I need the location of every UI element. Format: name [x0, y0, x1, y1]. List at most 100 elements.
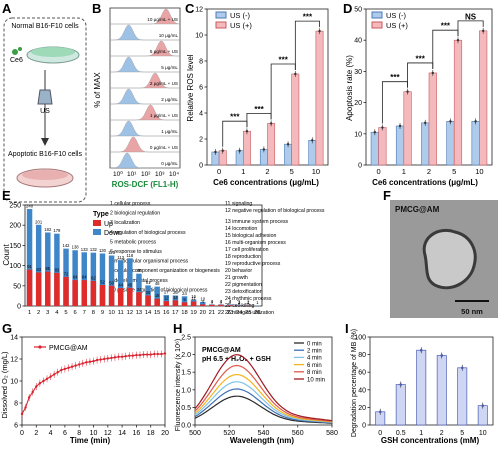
b-histogram-9: [110, 152, 180, 169]
e-down-label-20: 4: [211, 299, 214, 304]
h-legend-label-2: 4 min: [307, 356, 322, 362]
legend-us-plus-swatch: [215, 21, 227, 29]
g-point-22: [99, 358, 102, 361]
e-frame: [24, 204, 263, 307]
e-bar-down-5: [72, 250, 78, 306]
h-legend-label-5: 10 min: [307, 377, 325, 383]
e-category-name-14: 14 locomotion: [225, 226, 257, 232]
e-down-label-6: 133: [81, 247, 89, 252]
e-xtick-24: 25: [245, 310, 251, 316]
g-point-7: [45, 377, 49, 380]
b-series-label-9: 0 μg/mL: [161, 161, 178, 166]
e-up-label-22: 2: [229, 300, 232, 305]
g-point-5: [38, 382, 42, 385]
e-bar-up-5: [72, 280, 78, 306]
b-histogram-3: [110, 56, 180, 73]
panel-b: B 10 μg/mL + US 10 μg/mL 5 μg/mL + US 5 μg/…: [92, 1, 181, 189]
panel-e: E Count Type Up Down 1 cellular process 2…: [2, 188, 325, 316]
c-xtick-0: 0: [217, 167, 221, 176]
i-point-4: [460, 366, 464, 370]
e-xtick-13: 14: [145, 310, 152, 316]
e-category-name-6: 6 response to stimulus: [110, 249, 162, 255]
d-bar-1-4: [479, 30, 488, 166]
i-bar-4: [457, 367, 468, 426]
e-bar-down-12: [136, 273, 142, 306]
c-sig-2: ***: [279, 56, 289, 65]
h-ytick-0: 0.0: [181, 423, 191, 430]
e-xtick-4: 5: [64, 310, 67, 316]
panel-d-label: D: [343, 1, 352, 16]
panel-g-legend: PMCG@AM: [49, 345, 88, 352]
d-bar-0-1: [395, 125, 405, 166]
h-xtick-4: 580: [326, 430, 338, 437]
e-xtick-14: 15: [154, 310, 160, 316]
panel-b-histograms: 10 μg/mL + US 10 μg/mL 5 μg/mL + US 5 μg/mL…: [110, 8, 181, 169]
e-bar-down-11: [127, 258, 133, 306]
b-xtick-2: 10²: [141, 171, 151, 178]
g-xtick-5: 10: [90, 430, 98, 437]
e-bar-down-3: [54, 233, 60, 306]
d-xtick-3: 5: [452, 167, 456, 176]
h-ytick-4: 2.0: [181, 352, 191, 359]
panel-b-ylabel: % of MAX: [93, 72, 102, 108]
d-sig-2: ***: [441, 22, 451, 31]
d-bar-0-4: [471, 121, 480, 166]
c-ytick-0: 0: [199, 163, 203, 170]
g-xtick-9: 18: [147, 430, 155, 437]
i-point-3: [440, 354, 444, 357]
i-ytick-4: 80: [358, 352, 366, 359]
dish-top-cells: [31, 47, 75, 57]
panel-c-legend: US (-) US (+): [215, 11, 252, 30]
g-point-28: [120, 355, 124, 358]
g-point-34: [142, 353, 145, 356]
e-down-label-0: 240: [26, 204, 34, 209]
i-ytick-2: 40: [358, 387, 366, 394]
c-ytick-4: 8: [199, 59, 203, 66]
e-xtick-6: 7: [83, 310, 86, 316]
e-up-label-17: 9: [183, 297, 186, 302]
e-bar-up-14: [154, 298, 160, 306]
e-down-label-2: 182: [44, 227, 52, 232]
g-point-36: [149, 353, 152, 356]
i-ytick-1: 20: [358, 405, 366, 412]
g-ytick-2: 10: [10, 379, 18, 386]
e-bar-down-7: [90, 252, 97, 306]
e-category-name-2: 2 biological regulation: [110, 211, 160, 217]
c-bar-1-4: [315, 30, 324, 166]
h-ytick-5: 2.5: [181, 335, 191, 342]
panel-e-legend-title: Type: [93, 211, 109, 218]
i-bar-1: [395, 384, 406, 426]
g-point-3: [31, 390, 34, 394]
e-up-label-5: 64: [73, 275, 78, 280]
b-series-label-1: 10 μg/mL: [159, 33, 179, 38]
h-legend-label-4: 8 min: [307, 370, 322, 376]
d-xtick-0: 0: [377, 167, 381, 176]
panel-f: F PMCG@AM 50 nm: [383, 188, 498, 318]
i-xtick-4: 5: [460, 430, 464, 437]
i-ytick-0: 0: [362, 423, 366, 430]
c-xtick-3: 5: [290, 167, 294, 176]
d-bar-1-2: [428, 72, 437, 166]
e-bar-down-19: [200, 301, 206, 306]
e-ytick-5: 250: [9, 203, 21, 210]
g-xtick-0: 0: [20, 430, 24, 437]
panel-d-legend: US (-) US (+): [371, 11, 408, 30]
e-bar-up-0: [26, 269, 33, 306]
g-point-18: [85, 361, 88, 364]
d-bar-0-2: [421, 122, 430, 166]
b-series-label-5: 2 μg/mL: [161, 97, 178, 102]
e-bar-up-15: [163, 301, 170, 306]
panel-h-label: H: [173, 321, 182, 336]
e-bar-up-7: [90, 280, 97, 306]
d-ytick-0: 0: [358, 163, 362, 170]
e-down-label-25: 1: [256, 300, 259, 305]
e-bar-up-12: [136, 292, 142, 306]
g-point-2: [27, 396, 31, 399]
e-down-label-19: 10: [200, 296, 205, 301]
h-ytick-3: 1.5: [181, 370, 191, 377]
e-category-name-24: 24 rhythmic process: [225, 296, 272, 302]
b-histogram-7: [110, 120, 180, 137]
g-point-23: [103, 357, 106, 361]
nanoparticle-shape: [422, 229, 477, 290]
